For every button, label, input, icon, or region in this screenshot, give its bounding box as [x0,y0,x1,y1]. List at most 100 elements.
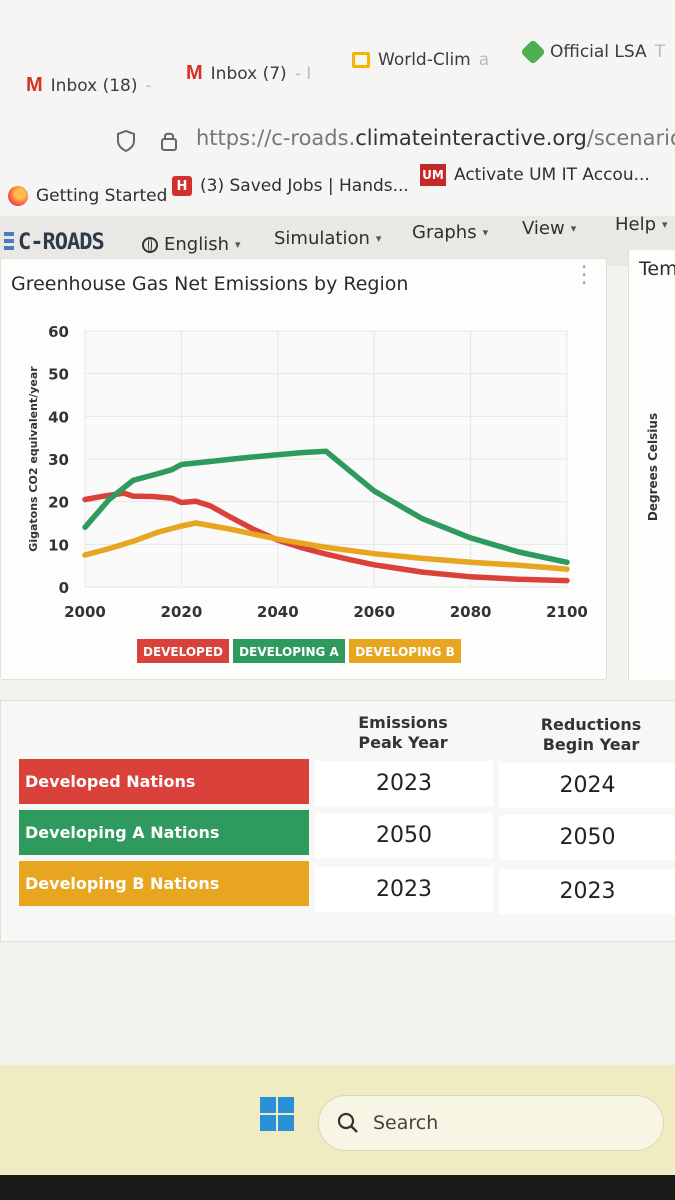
url-domain: climateinteractive.org [355,126,587,150]
summary-table-panel: Emissions Peak Year Reductions Begin Yea… [0,700,675,942]
legend-label: DEVELOPING B [355,645,455,659]
legend-swatch [137,639,229,663]
y-tick-label: 30 [48,451,69,469]
address-bar[interactable]: https://c-roads.climateinteractive.org/s… [0,108,675,170]
lock-icon[interactable] [160,130,178,152]
browser-tab-strip: M Inbox (18) - M Inbox (7) - I World-Cli… [0,0,675,108]
nav-label: Simulation [274,228,370,249]
series-line-developing-a [82,448,570,566]
more-options-icon[interactable]: · · · [581,255,588,295]
temperature-graph-panel: Tem Degrees Celsius [628,250,675,680]
bookmark-saved-jobs[interactable]: H (3) Saved Jobs | Hands... [172,176,409,196]
tab-label: Inbox (18) [50,75,138,96]
taskbar-search[interactable]: Search [318,1095,664,1151]
bookmarks-bar: Getting Started H (3) Saved Jobs | Hands… [0,164,675,216]
nav-label: English [164,234,229,255]
nav-help[interactable]: Help ▾ [615,214,668,235]
side-panel-y-axis-label: Degrees Celsius [646,412,661,522]
col-header-reductions-line2: Begin Year [542,735,640,754]
legend-swatch [349,639,461,663]
y-tick-label: 40 [48,408,69,426]
emissions-graph-panel: Greenhouse Gas Net Emissions by Region ·… [0,255,607,680]
series-line-developed [82,490,570,584]
x-tick-label: 2100 [546,603,588,621]
browser-tab[interactable]: World-Clim a [352,50,489,70]
chevron-down-icon: ▾ [570,222,577,235]
bookmark-activate-um[interactable]: UM Activate UM IT Accou... [420,164,650,186]
globe-icon [142,236,158,253]
nav-label: View [522,218,565,239]
y-tick-label: 10 [48,536,69,554]
x-tick-label: 2020 [161,603,203,621]
x-tick-label: 2000 [64,603,106,621]
nav-simulation[interactable]: Simulation ▾ [274,228,381,249]
legend-label: DEVELOPING A [239,645,339,659]
x-tick-label: 2060 [353,603,395,621]
tab-label: Official LSA [550,42,647,62]
tab-label: World-Clim [378,50,471,70]
legend-swatch [233,639,345,663]
y-tick-label: 60 [48,323,69,341]
handshake-icon: H [172,176,192,196]
y-axis-label: Gigatons CO2 equivalent/year [27,366,40,552]
chevron-down-icon: ▾ [482,226,489,239]
series-line-developing-b [82,520,570,572]
shield-icon[interactable] [116,130,136,152]
nav-label: Help [615,214,657,235]
col-header-reductions: Reductions Begin Year [529,715,653,755]
browser-tab[interactable]: Official LSA T [520,39,666,65]
nav-language[interactable]: English ▾ [142,234,241,255]
url-text[interactable]: https://c-roads.climateinteractive.org/s… [196,126,675,150]
chevron-down-icon: ▾ [235,238,241,251]
browser-tab[interactable]: M Inbox (7) - I [186,62,311,85]
browser-tab[interactable]: M Inbox (18) - [26,74,152,97]
row-label-developed: Developed Nations [19,759,309,804]
slides-icon [352,52,370,68]
graph-title: Greenhouse Gas Net Emissions by Region [11,273,409,295]
x-tick-label: 2040 [257,603,299,621]
col-header-peak-line2: Peak Year [358,733,448,752]
chevron-down-icon: ▾ [662,218,668,231]
tab-label: Inbox (7) [210,63,287,84]
url-prefix: https://c-roads. [196,126,356,150]
gmail-icon: M [26,74,43,96]
bookmark-label: Activate UM IT Accou... [454,165,650,185]
row-label-developing-b: Developing B Nations [19,861,309,906]
bookmark-getting-started[interactable]: Getting Started [8,186,167,206]
app-navbar: C-ROADS English ▾ Simulation ▾ Graphs ▾ … [0,214,675,266]
emissions-chart: 0 10 20 30 40 50 60 2000 2020 2040 2060 2080 2100 Gig… [27,323,588,663]
bookmark-label: (3) Saved Jobs | Hands... [200,176,409,196]
tab-label-fade: T [654,42,666,62]
nav-graphs[interactable]: Graphs ▾ [412,222,488,243]
y-tick-label: 0 [59,579,69,597]
lsa-icon [520,39,546,65]
y-tick-label: 20 [48,494,69,512]
cell-developed-peak: 2023 [315,761,493,806]
search-icon [337,1112,358,1133]
row-label-developing-a: Developing A Nations [19,810,309,855]
legend-label: DEVELOPED [143,645,223,659]
url-path: /scenario.htm [586,126,675,150]
col-header-peak: Emissions Peak Year [341,713,465,753]
logo-text: C-ROADS [18,230,105,255]
tab-label-fade: - I [294,63,312,84]
nav-label: Graphs [412,222,477,243]
screen: M Inbox (18) - M Inbox (7) - I World-Cli… [0,0,675,1175]
col-header-reductions-line1: Reductions [540,715,642,734]
cell-developing-b-reduce: 2023 [499,869,675,914]
cell-developed-reduce: 2024 [499,763,675,808]
col-header-peak-line1: Emissions [358,713,448,732]
tab-label-fade: - [145,75,152,96]
logo-mark-icon [4,231,14,254]
cell-developing-b-peak: 2023 [315,867,493,912]
gmail-icon: M [186,62,203,84]
y-tick-label: 50 [48,366,69,384]
bookmark-label: Getting Started [36,186,168,206]
cell-developing-a-peak: 2050 [315,813,493,858]
nav-view[interactable]: View ▾ [522,218,576,239]
x-tick-label: 2080 [450,603,492,621]
tab-label-fade: a [478,50,490,70]
windows-start-icon[interactable] [260,1097,294,1131]
search-label: Search [373,1112,439,1134]
c-roads-logo[interactable]: C-ROADS [4,230,105,255]
